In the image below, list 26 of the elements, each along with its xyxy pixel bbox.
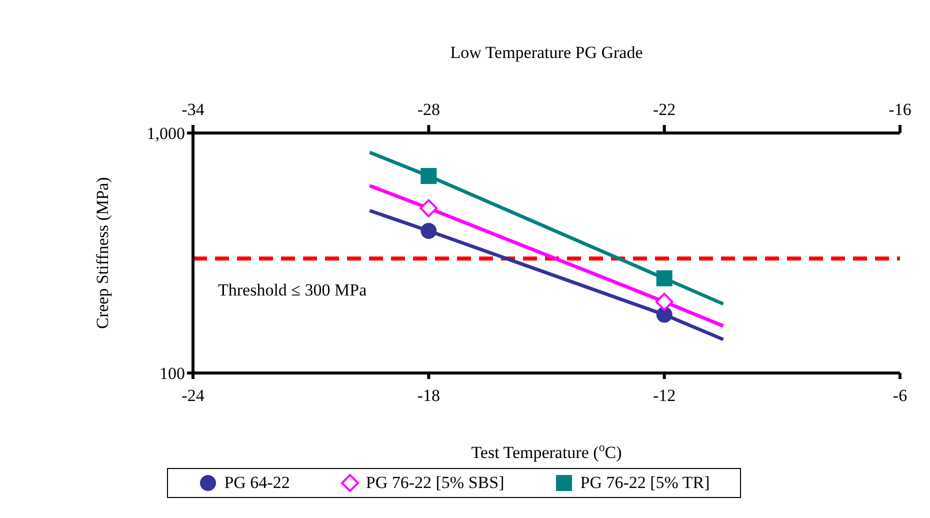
y-tick-label: 1,000 bbox=[146, 124, 185, 144]
point bbox=[656, 270, 672, 286]
y-tick-label: 100 bbox=[160, 364, 185, 384]
x-tick-label: -6 bbox=[892, 386, 908, 406]
x2-axis-title: Low Temperature PG Grade bbox=[450, 43, 643, 62]
x2-tick-label: -22 bbox=[652, 100, 676, 119]
ref-line-label: Threshold ≤ 300 MPa bbox=[218, 280, 368, 300]
point bbox=[656, 306, 672, 323]
line-series bbox=[368, 150, 725, 306]
line-series bbox=[368, 208, 725, 342]
point bbox=[420, 222, 437, 239]
x2-tick-label: -34 bbox=[182, 100, 205, 119]
y-axis-title: Creep Stiffness (MPa) bbox=[93, 177, 112, 329]
point bbox=[655, 292, 674, 311]
point bbox=[420, 168, 437, 184]
x-axis-title: Test Temperature ($^{o}$C) bbox=[471, 440, 622, 462]
line-series bbox=[368, 184, 725, 328]
x2-tick-label: -28 bbox=[417, 100, 440, 119]
x-tick-label: -18 bbox=[417, 386, 440, 406]
x2-tick-label: -16 bbox=[888, 100, 912, 119]
point bbox=[420, 199, 438, 218]
legend-label: PG 76-22 [5% SBS] bbox=[364, 473, 504, 493]
legend-label: PG 76-22 [5% TR] bbox=[579, 473, 710, 493]
x-tick-label: -12 bbox=[652, 386, 676, 406]
legend-label: PG 64-22 bbox=[223, 473, 290, 493]
x-tick-label: -24 bbox=[182, 386, 205, 406]
